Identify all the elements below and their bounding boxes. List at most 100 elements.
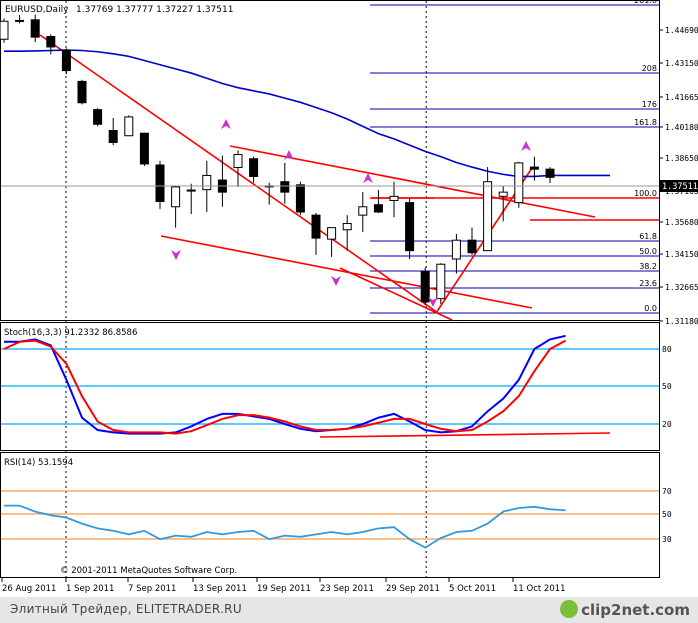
candle: [389, 181, 399, 218]
candle-body: [155, 164, 165, 203]
fib-label: 208: [642, 64, 657, 73]
fib-label: 23.6: [639, 279, 657, 288]
rsi-line: [4, 504, 566, 549]
fib-label: 261.8: [634, 0, 657, 5]
candle: [155, 160, 165, 209]
date-tick-label: 11 Oct 2011: [513, 584, 566, 594]
candle-body: [61, 49, 71, 72]
candle: [61, 48, 71, 75]
price-tick-label: 1.43150: [665, 59, 698, 68]
candle-body: [186, 189, 196, 192]
candle: [311, 213, 321, 255]
down-fractal-icon: [331, 276, 341, 286]
down-fractal-icon: [428, 297, 438, 307]
candle-body: [514, 162, 524, 204]
date-tick-label: 29 Sep 2011: [386, 584, 440, 594]
candle: [358, 192, 368, 232]
date-axis: 26 Aug 2011 1 Sep 2011 7 Sep 2011 13 Sep 20…: [1, 578, 566, 594]
trendline: [339, 267, 453, 321]
up-fractal-icon: [363, 173, 373, 183]
candle: [93, 108, 103, 127]
candle-body: [436, 263, 446, 300]
price-axis: 1.446901.431501.416651.401801.386501.371…: [659, 26, 698, 326]
candle-body: [202, 174, 212, 191]
date-tick-label: 13 Sep 2011: [193, 584, 247, 594]
brand-logo[interactable]: clip2net.com: [560, 600, 690, 619]
candle: [139, 132, 149, 167]
footer-bar: Элитный Трейдер, ELITETRADER.RU clip2net…: [0, 597, 698, 623]
rsi-level-label: 50: [662, 510, 672, 519]
price-tick-label: 1.32665: [665, 283, 698, 292]
current-price-badge: 1.37511: [660, 180, 698, 192]
candle: [451, 233, 461, 274]
candle-body: [249, 158, 259, 177]
trendline: [39, 34, 442, 316]
price-tick-label: 1.41665: [665, 93, 698, 102]
candle-body: [280, 181, 290, 193]
price-panel[interactable]: [0, 0, 660, 321]
candle-body: [405, 202, 415, 252]
brand-circle-icon: [560, 600, 579, 618]
candle-body: [233, 154, 243, 168]
date-tick-label: 26 Aug 2011: [2, 584, 56, 594]
candle-body: [342, 222, 352, 231]
down-fractal-icon: [171, 250, 181, 260]
candle: [295, 181, 305, 216]
candle: [30, 14, 40, 43]
candle-body: [295, 184, 305, 213]
candle-body: [124, 116, 134, 137]
candle-body: [358, 206, 368, 216]
candle: [233, 150, 243, 187]
stoch-main-line: [4, 334, 566, 435]
candle-body: [483, 181, 493, 252]
candle-body: [0, 20, 9, 40]
trendline: [160, 235, 533, 309]
stoch-level-label: 50: [662, 382, 672, 391]
up-fractal-icon: [284, 150, 294, 160]
stoch-trendline: [319, 432, 611, 438]
candle: [436, 263, 446, 304]
fractal-arrows: [171, 119, 531, 307]
candle: [108, 117, 118, 146]
candle-body: [498, 191, 508, 197]
fib-label: 161.8: [634, 118, 657, 127]
candle: [483, 167, 493, 252]
candle-body: [46, 36, 56, 48]
candle: [15, 14, 25, 24]
fib-label: 100.0: [634, 189, 657, 198]
fib-label: 38.2: [639, 262, 657, 271]
rsi-level-label: 30: [662, 535, 672, 544]
up-fractal-icon: [521, 141, 531, 151]
rsi-indicator: 70 50 30: [1, 487, 672, 549]
candle: [467, 227, 477, 255]
candle-body: [420, 271, 430, 303]
current-price-text: 1.37511: [662, 182, 698, 192]
ohlc-label: 1.37769 1.37777 1.37227 1.37511: [76, 5, 233, 15]
trading-chart[interactable]: 261.8 208 176 161.8 100.0 61.8 50.0 38.2 23.6 0.0…: [0, 0, 698, 597]
stoch-signal-line: [3, 339, 567, 435]
candle-body: [545, 168, 555, 178]
price-tick-label: 1.40180: [665, 123, 698, 132]
candle: [529, 156, 539, 181]
candle: [77, 79, 87, 105]
candle: [46, 34, 56, 55]
candle-body: [467, 239, 477, 254]
candle-body: [529, 166, 539, 170]
candle: [171, 185, 181, 228]
fib-label: 50.0: [639, 247, 657, 256]
date-tick-label: 7 Sep 2011: [128, 584, 176, 594]
candle-body: [171, 186, 181, 208]
copyright-text: © 2001-2011 MetaQuotes Software Corp.: [60, 566, 237, 576]
fib-label: 176: [642, 100, 657, 109]
candle-body: [311, 214, 321, 239]
candle: [373, 190, 383, 214]
moving-average: [4, 49, 610, 178]
brand-text: clip2net.com: [581, 601, 690, 619]
candle-body: [30, 19, 40, 38]
date-tick-label: 5 Oct 2011: [449, 584, 496, 594]
candle-body: [389, 195, 399, 202]
rsi-panel[interactable]: [0, 452, 660, 578]
candle: [342, 215, 352, 251]
price-tick-label: 1.44690: [665, 26, 698, 35]
ma-line: [4, 49, 610, 178]
